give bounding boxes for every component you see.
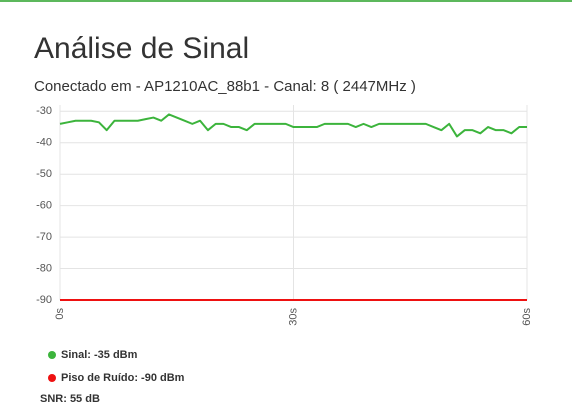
y-tick-label: -30 (36, 105, 52, 117)
legend-swatch (48, 351, 56, 359)
top-bar (0, 0, 572, 2)
y-tick-label: -40 (36, 137, 52, 149)
y-tick-label: -80 (36, 262, 52, 274)
y-tick-label: -90 (36, 294, 52, 306)
legend-swatch (48, 374, 56, 382)
x-tick-label: 60s (521, 308, 533, 326)
subtitle: Conectado em - AP1210AC_88b1 - Canal: 8 … (34, 78, 416, 95)
legend-label: Sinal: -35 dBm (61, 349, 138, 361)
snr: SNR: 55 dB (40, 393, 100, 405)
y-tick-label: -60 (36, 200, 52, 212)
series-line (59, 113, 527, 138)
x-tick-label: 30s (287, 308, 299, 326)
page-title: Análise de Sinal (34, 32, 249, 65)
y-tick-label: -50 (36, 168, 52, 180)
legend-label: Piso de Ruído: -90 dBm (61, 372, 185, 384)
y-tick-label: -70 (36, 231, 52, 243)
x-tick-label: 0s (54, 308, 66, 320)
